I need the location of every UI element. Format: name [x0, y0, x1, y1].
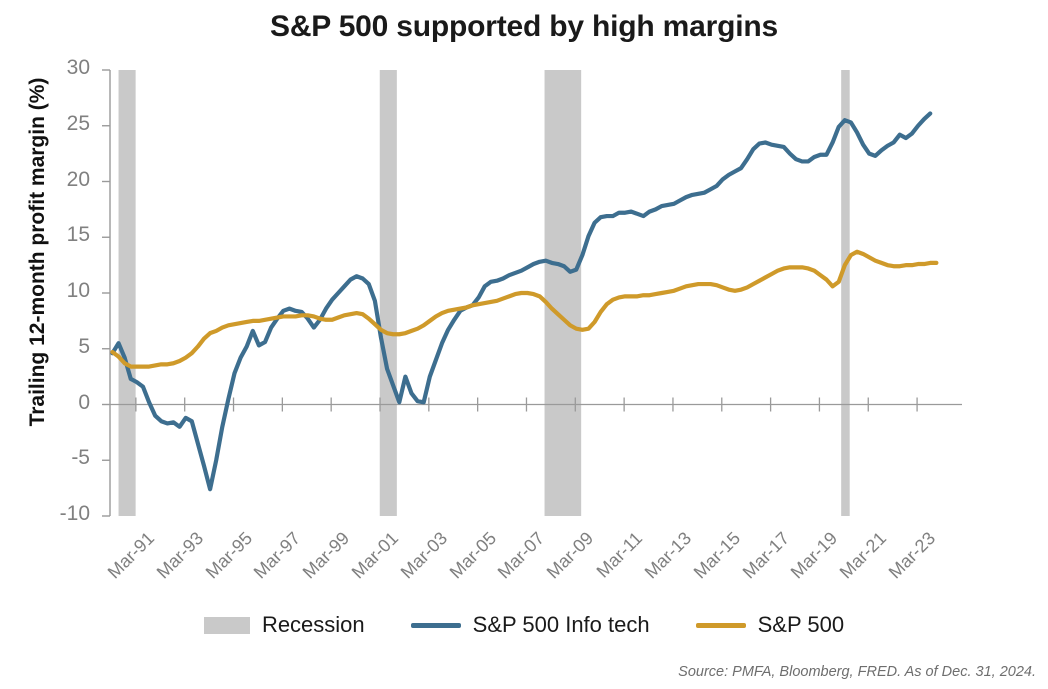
y-tick-label: 25: [66, 111, 90, 135]
source-note: Source: PMFA, Bloomberg, FRED. As of Dec…: [678, 664, 1036, 680]
legend-label: S&P 500: [757, 612, 845, 637]
y-tick-label: 20: [66, 167, 90, 191]
recession-band: [544, 70, 582, 516]
series-line-s-p-500-info-tech: [110, 111, 933, 492]
y-tick-label: -10: [59, 502, 90, 525]
chart-title: S&P 500 supported by high margins: [270, 10, 778, 43]
legend-item[interactable]: S&P 500: [695, 612, 845, 638]
recession-band: [379, 70, 397, 516]
y-tick-label: 10: [66, 279, 90, 302]
series-line-s-p-500: [110, 249, 939, 369]
legend-swatch-line-icon: [695, 622, 746, 628]
recession-band: [118, 70, 136, 516]
y-tick-label: 5: [78, 334, 90, 358]
legend-item[interactable]: Recession: [203, 612, 365, 638]
legend-label: Recession: [261, 612, 365, 637]
y-tick-label: 30: [66, 56, 90, 79]
chart-legend: Recession S&P 500 Info tech S&P 500: [0, 612, 1048, 638]
y-tick-label: -5: [71, 446, 90, 470]
y-tick-label: 15: [66, 223, 90, 247]
y-tick-label: 0: [78, 390, 90, 414]
legend-item[interactable]: S&P 500 Info tech: [410, 612, 650, 638]
recession-band: [841, 70, 850, 516]
legend-swatch-box-icon: [203, 616, 250, 634]
legend-swatch-line-icon: [410, 622, 461, 628]
legend-label: S&P 500 Info tech: [472, 612, 650, 637]
